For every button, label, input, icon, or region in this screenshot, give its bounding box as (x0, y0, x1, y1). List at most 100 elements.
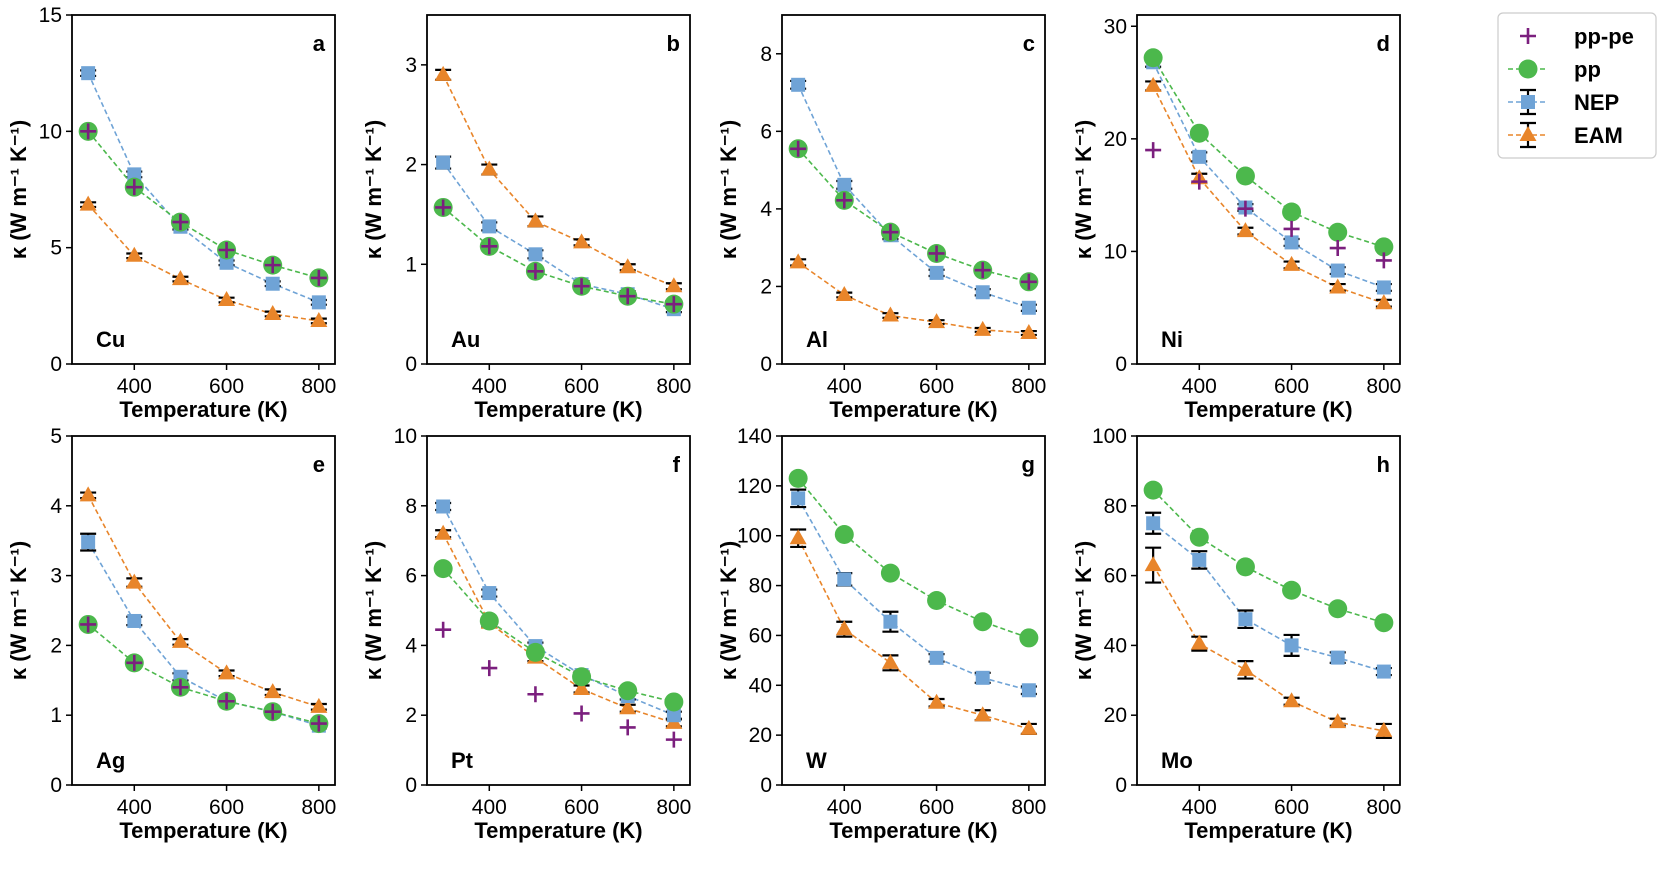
y-tick-label: 3 (405, 54, 417, 77)
x-tick-label: 800 (656, 796, 691, 819)
y-axis-label: κ (W m⁻¹ K⁻¹) (6, 541, 31, 680)
point-pp (927, 591, 947, 611)
y-tick-label: 5 (50, 237, 62, 260)
series-NEP (790, 488, 1037, 698)
point-EAM (1144, 556, 1162, 572)
y-tick-label: 10 (394, 425, 417, 448)
point-NEP (436, 499, 451, 514)
point-EAM (1283, 692, 1301, 708)
point-EAM (619, 699, 637, 715)
point-NEP (1192, 552, 1207, 567)
y-tick-label: 10 (1104, 240, 1127, 263)
y-tick-label: 100 (737, 525, 772, 548)
x-tick-label: 400 (472, 796, 507, 819)
point-EAM (1329, 278, 1347, 294)
point-EAM (789, 529, 807, 545)
point-EAM (434, 65, 452, 81)
y-tick-label: 6 (760, 120, 772, 143)
y-tick-label: 0 (1115, 353, 1127, 376)
point-pp (834, 524, 854, 544)
point-NEP (127, 613, 142, 628)
x-axis-label: Temperature (K) (829, 397, 997, 422)
point-EAM (1375, 721, 1393, 737)
element-label: Al (806, 327, 828, 352)
point-pp (880, 563, 900, 583)
plot-frame (426, 14, 691, 365)
series-EAM (434, 65, 683, 293)
point-pp-pe (264, 703, 281, 720)
point-EAM (881, 653, 899, 669)
series-NEP (80, 532, 327, 733)
series-EAM (79, 195, 328, 327)
point-EAM (619, 258, 637, 274)
point-EAM (1190, 634, 1208, 650)
y-tick-label: 100 (1092, 425, 1127, 448)
x-tick-label: 600 (564, 375, 599, 398)
point-NEP (1330, 263, 1345, 278)
series-line-EAM (1152, 564, 1384, 732)
point-pp (1189, 123, 1209, 143)
x-tick-label: 800 (301, 796, 336, 819)
x-tick-label: 400 (117, 796, 152, 819)
x-tick-label: 400 (117, 375, 152, 398)
point-pp-pe (80, 616, 97, 633)
point-NEP (791, 491, 806, 506)
point-EAM (1236, 660, 1254, 676)
panel-d: 0 10 20 30 400 600 800 Temperature (K) κ (W m⁻¹ … (1071, 14, 1401, 422)
element-label: W (806, 748, 827, 773)
point-pp (1374, 237, 1394, 257)
series-line-pp (87, 130, 320, 279)
series-line-EAM (87, 204, 319, 322)
point-EAM (218, 664, 236, 680)
y-tick-label: 0 (760, 353, 772, 376)
point-EAM (1375, 294, 1393, 310)
element-label: Ni (1161, 327, 1183, 352)
point-pp-pe (836, 192, 853, 209)
y-axis-label: κ (W m⁻¹ K⁻¹) (361, 541, 386, 680)
point-pp (618, 681, 638, 701)
y-tick-label: 40 (1104, 634, 1127, 657)
point-NEP (791, 77, 806, 92)
x-tick-label: 600 (919, 796, 954, 819)
point-EAM (310, 311, 328, 327)
plot-frame (1136, 14, 1401, 365)
point-NEP (311, 295, 326, 310)
y-tick-label: 80 (749, 575, 772, 598)
point-NEP (1284, 638, 1299, 653)
y-tick-label: 0 (1115, 774, 1127, 797)
series-pp-pe (790, 140, 1037, 290)
point-EAM (79, 195, 97, 211)
x-tick-label: 800 (1011, 375, 1046, 398)
point-EAM (171, 270, 189, 286)
point-EAM (835, 285, 853, 301)
x-tick-label: 600 (209, 375, 244, 398)
point-NEP (1330, 650, 1345, 665)
point-NEP (837, 177, 852, 192)
series-line-pp (797, 477, 1030, 639)
y-axis-label: κ (W m⁻¹ K⁻¹) (361, 120, 386, 259)
point-EAM (171, 632, 189, 648)
point-NEP (975, 670, 990, 685)
series-line-EAM (797, 537, 1030, 730)
legend-label: pp-pe (1574, 24, 1634, 49)
point-pp-pe (665, 731, 682, 748)
series-pp-pe (1145, 142, 1392, 269)
legend-item-NEP: NEP (1508, 88, 1619, 116)
point-NEP (975, 285, 990, 300)
point-EAM (264, 683, 282, 699)
legend-marker (1518, 59, 1538, 79)
panel-b: 0 1 2 3 400 600 800 Temperature (K) κ (W m⁻¹ K⁻¹… (361, 14, 691, 422)
point-pp (1019, 628, 1039, 648)
point-NEP (528, 247, 543, 262)
series-pp-pe (435, 621, 682, 748)
y-tick-label: 0 (50, 353, 62, 376)
y-tick-label: 8 (405, 495, 417, 518)
panel-f: 0 2 4 6 8 10 400 600 800 Temperature (K) κ (W m⁻¹ … (361, 425, 691, 843)
point-pp-pe (218, 241, 235, 258)
panel-letter: f (673, 452, 681, 477)
series-line-NEP (1152, 61, 1385, 289)
point-pp-pe (1191, 173, 1208, 190)
point-pp (1143, 48, 1163, 68)
point-EAM (1329, 713, 1347, 729)
